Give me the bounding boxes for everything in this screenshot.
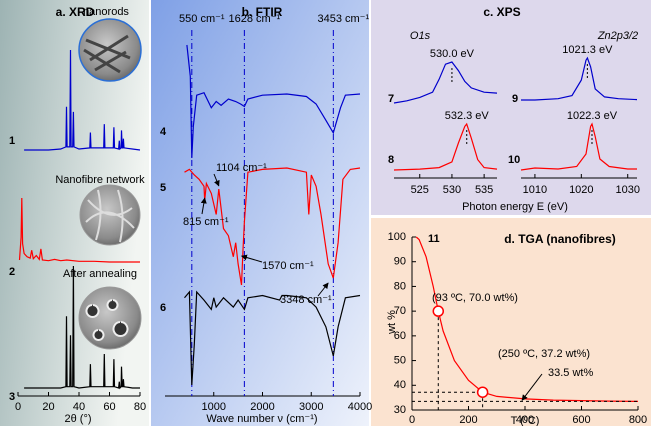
series-label: After annealing <box>63 268 137 280</box>
panel-d-bg <box>371 218 651 426</box>
panel-title: b. FTIR <box>242 5 283 19</box>
y-tick-label: 100 <box>388 231 406 243</box>
x-tick-label: 1030 <box>615 184 639 196</box>
marker-label: (250 ºC, 37.2 wt%) <box>498 348 590 360</box>
x-axis-label: Wave number ν (cm⁻¹) <box>206 413 317 425</box>
panel-b-bg <box>151 0 369 426</box>
x-tick-label: 4000 <box>348 401 372 413</box>
marker-label: (93 ºC, 70.0 wt%) <box>432 292 518 304</box>
y-tick-label: 40 <box>394 379 406 391</box>
series-number: 11 <box>428 233 440 245</box>
annotation-arrow <box>240 254 263 263</box>
series-line <box>186 44 361 159</box>
panel-subtitle: Zn2p3/2 <box>597 30 638 42</box>
plateau-arrow <box>521 373 543 401</box>
x-tick-label: 400 <box>516 414 534 426</box>
annotation-arrow <box>200 197 207 215</box>
series-line <box>184 290 361 386</box>
series-label: nanorods <box>83 6 129 18</box>
annotation-label: 815 cm⁻¹ <box>183 216 229 228</box>
x-tick-label: 40 <box>73 401 85 413</box>
reference-label: 1628 cm⁻¹ <box>229 13 281 25</box>
x-tick-label: 530 <box>443 184 461 196</box>
series-number: 10 <box>508 154 520 166</box>
panel-title: c. XPS <box>483 5 520 19</box>
series-line <box>521 56 638 101</box>
x-tick-label: 800 <box>629 414 647 426</box>
reference-label: 3453 cm⁻¹ <box>317 13 369 25</box>
sem-texture <box>85 189 135 243</box>
series-line <box>520 122 637 171</box>
y-tick-label: 30 <box>394 404 406 416</box>
annotation-arrow <box>213 173 220 187</box>
series-number: 6 <box>160 302 166 314</box>
x-tick-label: 0 <box>409 414 415 426</box>
y-axis-label: wt % <box>386 310 398 335</box>
peak-label: 1021.3 eV <box>562 44 613 56</box>
peak-label: 1022.3 eV <box>567 110 618 122</box>
sem-images <box>78 18 142 350</box>
marker <box>476 386 489 398</box>
sem-texture <box>83 34 131 74</box>
x-tick-label: 2000 <box>250 401 274 413</box>
x-tick-label: 535 <box>475 184 493 196</box>
x-tick-label: 200 <box>459 414 477 426</box>
x-tick-label: 600 <box>572 414 590 426</box>
y-tick-label: 70 <box>394 305 406 317</box>
series-line <box>415 236 639 402</box>
x-tick-label: 1020 <box>569 184 593 196</box>
series-line <box>393 61 498 104</box>
series-number: 1 <box>9 135 15 147</box>
series-line <box>18 197 140 263</box>
series-number: 8 <box>388 154 394 166</box>
sem-image <box>78 286 142 350</box>
marker <box>432 305 445 317</box>
sem-texture <box>85 299 129 341</box>
x-tick-label: 60 <box>103 401 115 413</box>
panel-title: a. XRD <box>56 5 95 19</box>
y-tick-label: 50 <box>394 354 406 366</box>
series-number: 5 <box>160 182 166 194</box>
x-tick-label: 0 <box>15 401 21 413</box>
x-tick-label: 20 <box>42 401 54 413</box>
series-number: 2 <box>9 266 15 278</box>
annotation-label: 1104 cm⁻¹ <box>216 162 267 174</box>
x-axis-label: T (ºC) <box>511 415 540 426</box>
plateau-label: 33.5 wt% <box>548 367 593 379</box>
x-tick-label: 3000 <box>299 401 323 413</box>
series-number: 3 <box>9 391 15 403</box>
x-axis-label: 2θ (°) <box>64 413 91 425</box>
series-number: 7 <box>388 93 394 105</box>
reference-label: 550 cm⁻¹ <box>179 13 225 25</box>
series-line <box>24 265 140 390</box>
panel-subtitle: O1s <box>410 30 431 42</box>
y-tick-label: 80 <box>394 280 406 292</box>
annotation-label: 3348 cm⁻¹ <box>280 294 332 306</box>
panel-c-bg <box>371 0 651 215</box>
peak-label: 530.0 eV <box>430 48 475 60</box>
series-label: Nanofibre network <box>55 174 145 186</box>
panel-title: d. TGA (nanofibres) <box>504 232 616 246</box>
y-tick-label: 60 <box>394 330 406 342</box>
peak-label: 532.3 eV <box>445 110 490 122</box>
annotation-label: 1570 cm⁻¹ <box>262 260 314 272</box>
x-tick-label: 1010 <box>523 184 547 196</box>
series-number: 4 <box>160 126 167 138</box>
x-tick-label: 525 <box>411 184 429 196</box>
y-tick-label: 90 <box>394 256 406 268</box>
series-number: 9 <box>512 93 518 105</box>
series-line <box>24 49 141 151</box>
x-axis-label: Photon energy E (eV) <box>462 201 568 213</box>
x-tick-label: 1000 <box>202 401 226 413</box>
x-tick-label: 80 <box>134 401 146 413</box>
series-line <box>393 122 498 171</box>
annotation-arrow <box>317 282 329 297</box>
